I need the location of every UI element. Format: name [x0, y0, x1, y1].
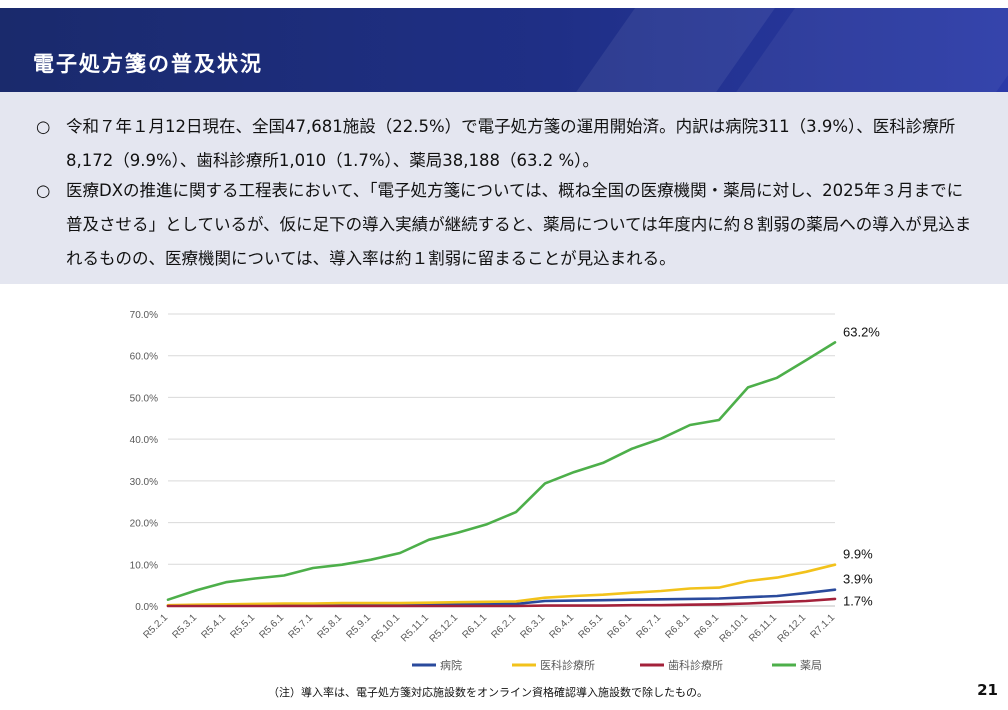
- y-tick-label: 40.0%: [130, 435, 158, 446]
- summary-bullet-2: ○ 医療DXの推進に関する工程表において、「電子処方箋については、概ね全国の医療…: [36, 174, 976, 276]
- legend-label: 歯科診療所: [668, 658, 723, 672]
- x-tick-label: R5.12.1: [428, 612, 461, 645]
- y-tick-label: 30.0%: [130, 477, 158, 488]
- x-tick-label: R5.2.1: [142, 612, 171, 641]
- x-tick-label: R5.3.1: [171, 612, 200, 641]
- legend-label: 薬局: [800, 659, 822, 672]
- x-tick-label: R6.4.1: [548, 612, 577, 641]
- series-line: [166, 341, 837, 602]
- y-tick-label: 60.0%: [130, 352, 158, 363]
- x-tick-label: R5.10.1: [370, 612, 403, 645]
- x-tick-label: R5.4.1: [200, 612, 229, 641]
- end-value-label: 9.9%: [843, 547, 873, 562]
- footnote: （注）導入率は、電子処方箋対応施設数をオンライン資格確認導入施設数で除したもの。: [268, 686, 708, 699]
- x-tick-label: R6.8.1: [664, 612, 693, 641]
- x-tick-label: R6.10.1: [718, 612, 751, 645]
- summary-box: [0, 92, 1008, 284]
- x-tick-label: R6.2.1: [490, 612, 519, 641]
- bullet-text: 令和７年１月12日現在、全国47,681施設（22.5%）で電子処方箋の運用開始…: [66, 117, 956, 170]
- y-tick-label: 10.0%: [130, 560, 158, 571]
- x-tick-label: R5.5.1: [229, 612, 258, 641]
- x-tick-label: R5.8.1: [316, 612, 345, 641]
- y-tick-label: 70.0%: [130, 310, 158, 321]
- page-number: 21: [977, 681, 998, 699]
- title-banner: 電子処方箋の普及状況: [0, 8, 1008, 92]
- x-tick-label: R6.11.1: [747, 612, 779, 644]
- chart-svg: 0.0% 10.0% 20.0% 30.0% 40.0% 50.0% 60.0% 70.0% R…: [130, 310, 881, 672]
- x-tick-label: R6.1.1: [461, 612, 490, 641]
- legend-label: 医科診療所: [540, 658, 595, 672]
- x-tick-label: R6.6.1: [606, 612, 635, 641]
- x-tick-label: R5.6.1: [258, 612, 287, 641]
- x-tick-label: R7.1.1: [809, 612, 838, 641]
- end-value-label: 63.2%: [843, 324, 880, 339]
- bullet-text: 医療DXの推進に関する工程表において、「電子処方箋については、概ね全国の医療機関…: [66, 181, 972, 268]
- x-tick-label: R6.12.1: [776, 612, 809, 645]
- series-line: [166, 597, 837, 608]
- bullet-circle-icon: ○: [36, 117, 51, 136]
- y-tick-label: 50.0%: [130, 393, 158, 404]
- x-tick-label: R6.7.1: [635, 612, 664, 641]
- x-tick-label: R5.11.1: [399, 612, 431, 644]
- end-value-label: 3.9%: [843, 572, 873, 587]
- legend-label: 病院: [440, 658, 462, 672]
- x-tick-label: R6.5.1: [577, 612, 606, 641]
- y-tick-label: 20.0%: [130, 519, 158, 530]
- x-tick-label: R5.7.1: [287, 612, 316, 641]
- x-tick-label: R6.3.1: [519, 612, 548, 641]
- y-tick-label: 0.0%: [135, 602, 158, 613]
- end-value-label: 1.7%: [843, 594, 873, 609]
- page-title: 電子処方箋の普及状況: [33, 52, 263, 76]
- summary-bullet-1: ○ 令和７年１月12日現在、全国47,681施設（22.5%）で電子処方箋の運用…: [36, 110, 976, 178]
- series-line: [166, 563, 837, 607]
- adoption-line-chart: 0.0% 10.0% 20.0% 30.0% 40.0% 50.0% 60.0% 70.0% R…: [0, 292, 1008, 682]
- bullet-circle-icon: ○: [36, 181, 51, 200]
